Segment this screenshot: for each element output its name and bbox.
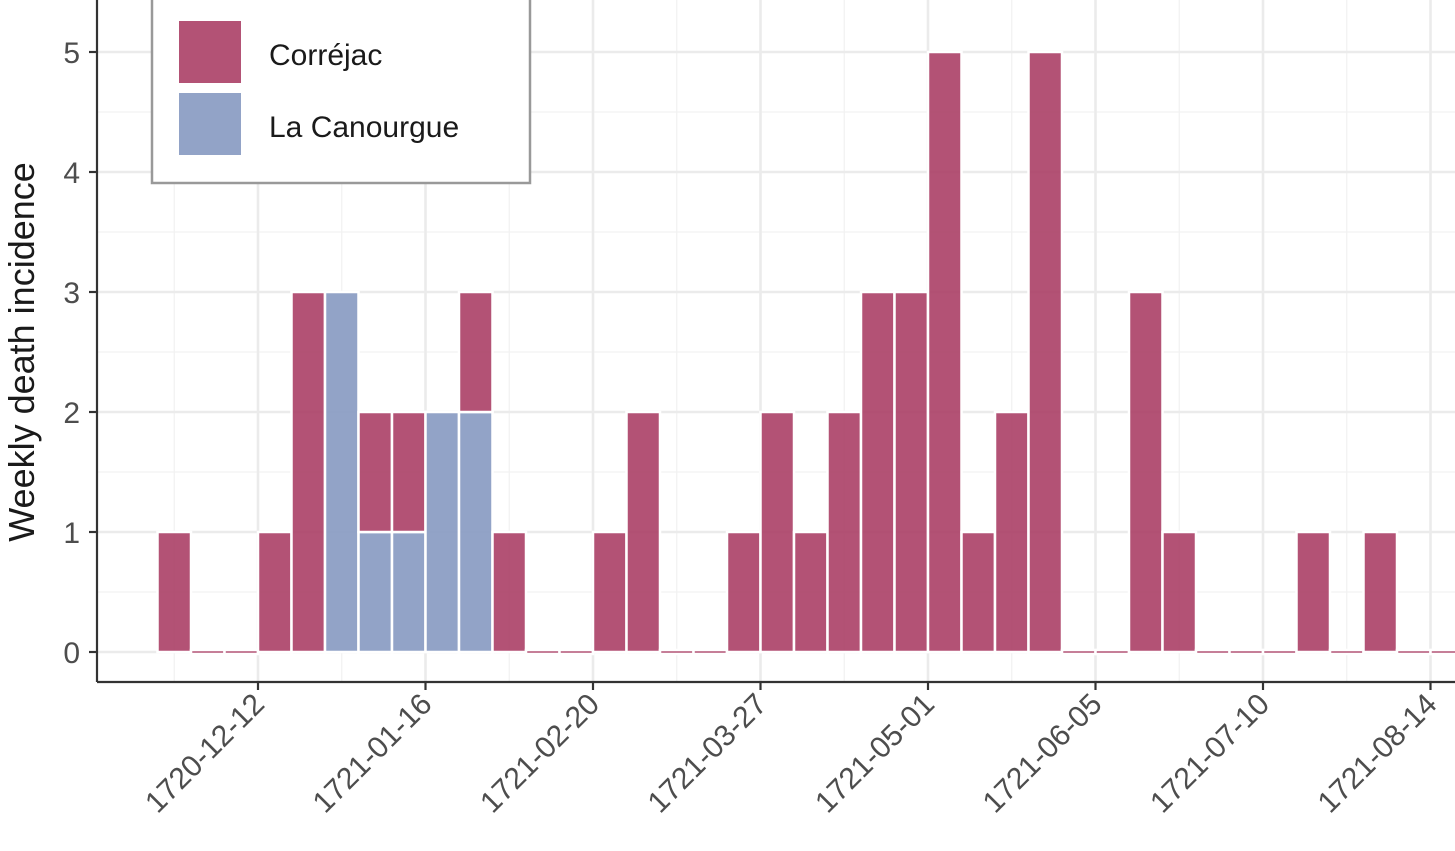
bar-corr-jac xyxy=(792,530,829,654)
bar-corr-jac xyxy=(826,410,863,654)
bar-corr-jac xyxy=(390,410,427,534)
bar-corr-jac xyxy=(1027,50,1064,654)
legend-swatch-correjac xyxy=(179,21,241,83)
x-tick-label: 1721-08-14 xyxy=(1312,688,1444,820)
x-tick-label: 1721-07-10 xyxy=(1144,688,1276,820)
bar-corr-jac xyxy=(960,530,997,654)
y-axis-title: Weekly death incidence xyxy=(1,162,42,542)
bar-empty xyxy=(1060,648,1097,656)
bar-corr-jac xyxy=(759,410,796,654)
bar-la-canourgue xyxy=(424,410,461,654)
legend-label-la-canourgue: La Canourgue xyxy=(269,111,459,144)
bar-la-canourgue xyxy=(390,530,427,654)
legend: Corréjac La Canourgue xyxy=(150,0,532,185)
bar-corr-jac xyxy=(1295,530,1332,654)
bar-corr-jac xyxy=(926,50,963,654)
bar-empty xyxy=(692,648,729,656)
bar-empty xyxy=(1328,648,1365,656)
bar-corr-jac xyxy=(1127,290,1164,654)
bar-corr-jac xyxy=(993,410,1030,654)
y-tick-label: 2 xyxy=(63,397,80,430)
bar-la-canourgue xyxy=(457,410,494,654)
y-tick-label: 3 xyxy=(63,277,80,310)
bar-corr-jac xyxy=(1161,530,1198,654)
x-axis-ticks: 1720-12-12 1721-01-16 1721-02-20 1721-03-27… xyxy=(139,682,1443,819)
bar-corr-jac xyxy=(893,290,930,654)
bar-corr-jac xyxy=(591,530,628,654)
x-tick-label: 1720-12-12 xyxy=(139,688,271,820)
bar-empty xyxy=(1395,648,1432,656)
bar-corr-jac xyxy=(156,530,193,654)
x-tick-label: 1721-05-01 xyxy=(809,688,941,820)
bar-empty xyxy=(1261,648,1298,656)
bar-empty xyxy=(1228,648,1265,656)
y-tick-label: 4 xyxy=(63,157,80,190)
legend-label-correjac: Corréjac xyxy=(269,39,382,72)
bar-empty xyxy=(658,648,695,656)
x-tick-label: 1721-06-05 xyxy=(977,688,1109,820)
bar-corr-jac xyxy=(491,530,528,654)
legend-swatch-la-canourgue xyxy=(179,93,241,155)
y-tick-label: 1 xyxy=(63,517,80,550)
bar-la-canourgue xyxy=(323,290,360,654)
y-tick-label: 5 xyxy=(63,37,80,70)
x-tick-label: 1721-01-16 xyxy=(307,688,439,820)
bar-corr-jac xyxy=(256,530,293,654)
bar-corr-jac xyxy=(1362,530,1399,654)
bar-empty xyxy=(1094,648,1131,656)
y-axis-ticks: 0 1 2 3 4 5 xyxy=(63,37,97,670)
y-tick-label: 0 xyxy=(63,637,80,670)
bar-empty xyxy=(189,648,226,656)
bar-empty xyxy=(524,648,561,656)
bar-corr-jac xyxy=(725,530,762,654)
bar-la-canourgue xyxy=(357,530,394,654)
bar-empty xyxy=(223,648,260,656)
x-tick-label: 1721-02-20 xyxy=(474,688,606,820)
bars xyxy=(156,50,1455,656)
bar-corr-jac xyxy=(290,290,327,654)
bar-corr-jac xyxy=(457,290,494,414)
x-tick-label: 1721-03-27 xyxy=(642,688,774,820)
bar-empty xyxy=(1429,648,1455,656)
bar-empty xyxy=(558,648,595,656)
bar-empty xyxy=(1194,648,1231,656)
bar-corr-jac xyxy=(859,290,896,654)
bar-corr-jac xyxy=(357,410,394,534)
bar-corr-jac xyxy=(625,410,662,654)
